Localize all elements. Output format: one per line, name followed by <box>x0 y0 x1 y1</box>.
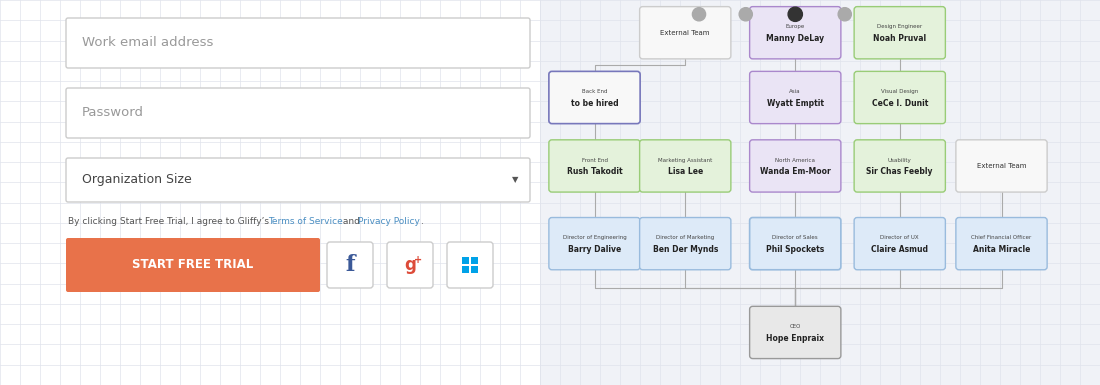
Text: Asia: Asia <box>790 89 801 94</box>
Text: Privacy Policy: Privacy Policy <box>358 218 420 226</box>
FancyBboxPatch shape <box>462 257 469 264</box>
Circle shape <box>788 7 802 22</box>
FancyBboxPatch shape <box>854 71 945 124</box>
Text: Work email address: Work email address <box>82 37 213 50</box>
Text: Lisa Lee: Lisa Lee <box>668 167 703 176</box>
Text: g: g <box>404 256 416 274</box>
Text: Europe: Europe <box>785 25 805 30</box>
Text: Visual Design: Visual Design <box>881 89 918 94</box>
Text: Usability: Usability <box>888 158 912 163</box>
Circle shape <box>739 8 752 21</box>
Text: Front End: Front End <box>582 158 607 163</box>
Text: Chief Financial Officer: Chief Financial Officer <box>971 235 1032 240</box>
Text: f: f <box>345 254 354 276</box>
Text: Organization Size: Organization Size <box>82 174 191 186</box>
Text: +: + <box>414 255 422 265</box>
Text: CeCe I. Dunit: CeCe I. Dunit <box>871 99 928 108</box>
Text: START FREE TRIAL: START FREE TRIAL <box>132 258 254 271</box>
FancyBboxPatch shape <box>471 266 478 273</box>
FancyBboxPatch shape <box>749 218 840 270</box>
Text: Rush Takodit: Rush Takodit <box>566 167 623 176</box>
FancyBboxPatch shape <box>749 140 840 192</box>
FancyBboxPatch shape <box>749 7 840 59</box>
Text: Ben Der Mynds: Ben Der Mynds <box>652 245 718 254</box>
Text: Director of Engineering: Director of Engineering <box>562 235 626 240</box>
Text: Director of Marketing: Director of Marketing <box>656 235 714 240</box>
Text: .: . <box>421 218 424 226</box>
FancyBboxPatch shape <box>549 140 640 192</box>
Text: External Team: External Team <box>660 30 710 36</box>
FancyBboxPatch shape <box>327 242 373 288</box>
FancyBboxPatch shape <box>956 140 1047 192</box>
FancyBboxPatch shape <box>639 140 730 192</box>
FancyBboxPatch shape <box>854 140 945 192</box>
FancyBboxPatch shape <box>639 218 730 270</box>
FancyBboxPatch shape <box>471 257 478 264</box>
Text: Hope Enpraix: Hope Enpraix <box>767 334 824 343</box>
Text: Director of UX: Director of UX <box>880 235 920 240</box>
Text: Terms of Service: Terms of Service <box>268 218 343 226</box>
Text: Back End: Back End <box>582 89 607 94</box>
FancyBboxPatch shape <box>749 71 840 124</box>
FancyBboxPatch shape <box>749 306 840 358</box>
Text: Anita Miracle: Anita Miracle <box>972 245 1031 254</box>
Text: ▼: ▼ <box>512 176 518 184</box>
Text: and: and <box>340 218 363 226</box>
Text: External Team: External Team <box>977 163 1026 169</box>
Circle shape <box>692 8 705 21</box>
Text: Manny DeLay: Manny DeLay <box>767 34 824 43</box>
Text: Noah Pruval: Noah Pruval <box>873 34 926 43</box>
Text: Barry Dalive: Barry Dalive <box>568 245 622 254</box>
FancyBboxPatch shape <box>387 242 433 288</box>
FancyBboxPatch shape <box>854 7 945 59</box>
FancyBboxPatch shape <box>462 266 469 273</box>
Text: Wanda Em-Moor: Wanda Em-Moor <box>760 167 830 176</box>
FancyBboxPatch shape <box>447 242 493 288</box>
Text: Wyatt Emptit: Wyatt Emptit <box>767 99 824 108</box>
Text: Claire Asmud: Claire Asmud <box>871 245 928 254</box>
Text: Marketing Assistant: Marketing Assistant <box>658 158 713 163</box>
FancyBboxPatch shape <box>956 218 1047 270</box>
Text: Director of Sales: Director of Sales <box>772 235 818 240</box>
Text: Sir Chas Feebly: Sir Chas Feebly <box>867 167 933 176</box>
FancyBboxPatch shape <box>66 238 320 292</box>
Text: Design Engineer: Design Engineer <box>877 25 922 30</box>
FancyBboxPatch shape <box>66 88 530 138</box>
Text: By clicking Start Free Trial, I agree to Gliffy’s: By clicking Start Free Trial, I agree to… <box>68 218 272 226</box>
FancyBboxPatch shape <box>0 0 540 385</box>
Text: Password: Password <box>82 107 144 119</box>
Text: North America: North America <box>776 158 815 163</box>
Text: Phil Spockets: Phil Spockets <box>766 245 824 254</box>
Text: CEO: CEO <box>790 324 801 329</box>
FancyBboxPatch shape <box>66 18 530 68</box>
FancyBboxPatch shape <box>639 7 730 59</box>
FancyBboxPatch shape <box>66 158 530 202</box>
FancyBboxPatch shape <box>854 218 945 270</box>
Text: to be hired: to be hired <box>571 99 618 108</box>
FancyBboxPatch shape <box>549 71 640 124</box>
Circle shape <box>838 8 851 21</box>
FancyBboxPatch shape <box>549 218 640 270</box>
